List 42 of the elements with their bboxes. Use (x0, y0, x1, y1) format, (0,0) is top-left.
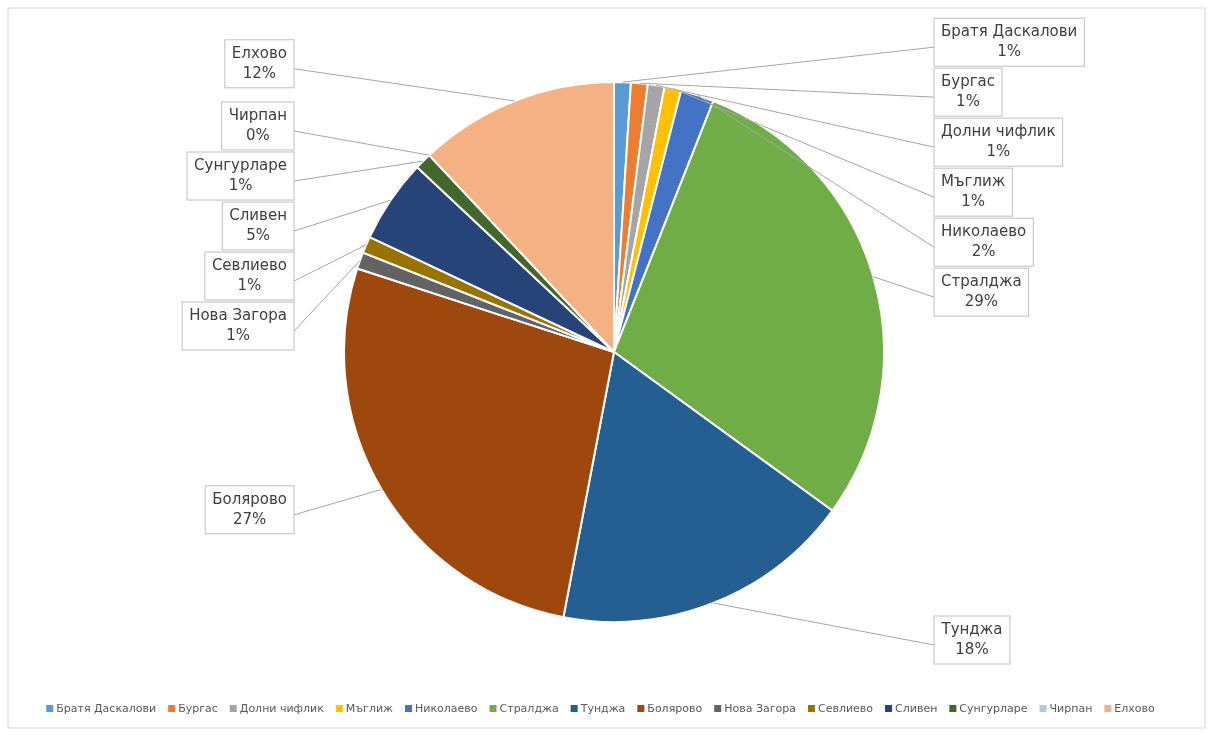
slice-label: Бургас (941, 72, 996, 91)
data-label: 2% (971, 242, 996, 261)
legend-label: Долни чифлик (239, 702, 325, 715)
legend-label: Елхово (1114, 702, 1156, 715)
slice-label: Братя Даскалови (941, 22, 1078, 41)
slice-label: Мъглиж (941, 172, 1006, 191)
slice-label: Сунгурларе (194, 156, 287, 175)
data-label: 27% (232, 509, 267, 528)
legend-label: Николаево (415, 702, 478, 715)
slice-label: Болярово (212, 489, 287, 508)
slice-label: Стралджа (941, 272, 1022, 291)
data-label: 1% (226, 326, 250, 345)
legend-label: Бургас (178, 702, 218, 715)
slice-label: Нова Загора (189, 306, 287, 325)
slice-label: Севлиево (211, 256, 287, 275)
legend-label: Тунджа (579, 702, 626, 715)
legend-label: Севлиево (817, 702, 874, 715)
slice-label: Долни чифлик (941, 122, 1056, 141)
data-label: 5% (246, 226, 271, 245)
text: 0% (245, 126, 270, 145)
legend-label: Сунгурларе (959, 702, 1028, 715)
data-label: 1% (237, 276, 262, 295)
category-label: Чирпан (228, 106, 287, 125)
data-label: 1% (997, 42, 1022, 61)
slice-label: Тунджа (940, 620, 1003, 638)
legend-label: Братя Даскалови (56, 702, 157, 715)
data-label: 1% (986, 142, 1011, 161)
legend-label: Сливен (895, 702, 938, 715)
data-label: 18% (955, 640, 989, 658)
data-label: 12% (242, 63, 277, 82)
slice-label: Сливен (229, 206, 287, 225)
legend-label: Нова Загора (724, 702, 796, 715)
slice-label: Николаево (941, 222, 1027, 241)
data-label: 1% (228, 176, 253, 195)
legend-label: Чирпан (1049, 702, 1093, 715)
data-label: 1% (961, 192, 986, 211)
data-label: 29% (964, 292, 998, 311)
legend-label: Мъглиж (345, 702, 394, 715)
legend-label: Стралджа (499, 702, 559, 715)
slice-label: Елхово (231, 43, 287, 62)
legend-label: Болярово (647, 702, 703, 715)
data-label: 1% (956, 92, 980, 111)
